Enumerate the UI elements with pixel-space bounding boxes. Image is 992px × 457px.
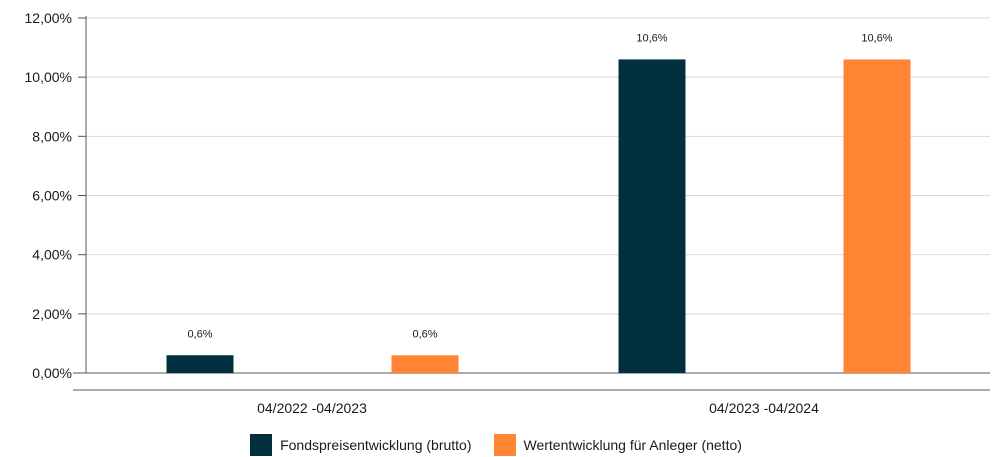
legend-label-netto: Wertentwicklung für Anleger (netto) [523,437,742,453]
bar-value-label: 0,6% [412,328,437,340]
bar [166,355,234,373]
bar-value-label: 10,6% [861,32,892,44]
bar [391,355,459,373]
y-tick-label: 6,00% [32,188,72,204]
legend-swatch-brutto [250,434,273,456]
bar-value-label: 10,6% [636,32,667,44]
y-tick-label: 4,00% [32,247,72,263]
legend-item-brutto: Fondspreisentwicklung (brutto) [250,434,472,456]
legend-item-netto: Wertentwicklung für Anleger (netto) [493,434,742,456]
y-tick-label: 2,00% [32,306,72,322]
bar [618,59,686,374]
y-tick-label: 10,00% [25,69,72,85]
legend: Fondspreisentwicklung (brutto) Wertentwi… [0,434,992,456]
y-tick-label: 12,00% [25,10,72,26]
x-category-label: 04/2022 -04/2023 [257,400,367,416]
legend-label-brutto: Fondspreisentwicklung (brutto) [280,437,472,453]
legend-swatch-netto [493,434,516,456]
bar-value-label: 0,6% [187,328,212,340]
x-category-label: 04/2023 -04/2024 [709,400,819,416]
bar [843,59,911,374]
y-tick-label: 8,00% [32,128,72,144]
y-tick-label: 0,00% [32,365,72,381]
bar-chart-svg: 0,00% 2,00% 4,00% 6,00% 8,00% 10,00% 12,00% 04/… [25,10,990,416]
